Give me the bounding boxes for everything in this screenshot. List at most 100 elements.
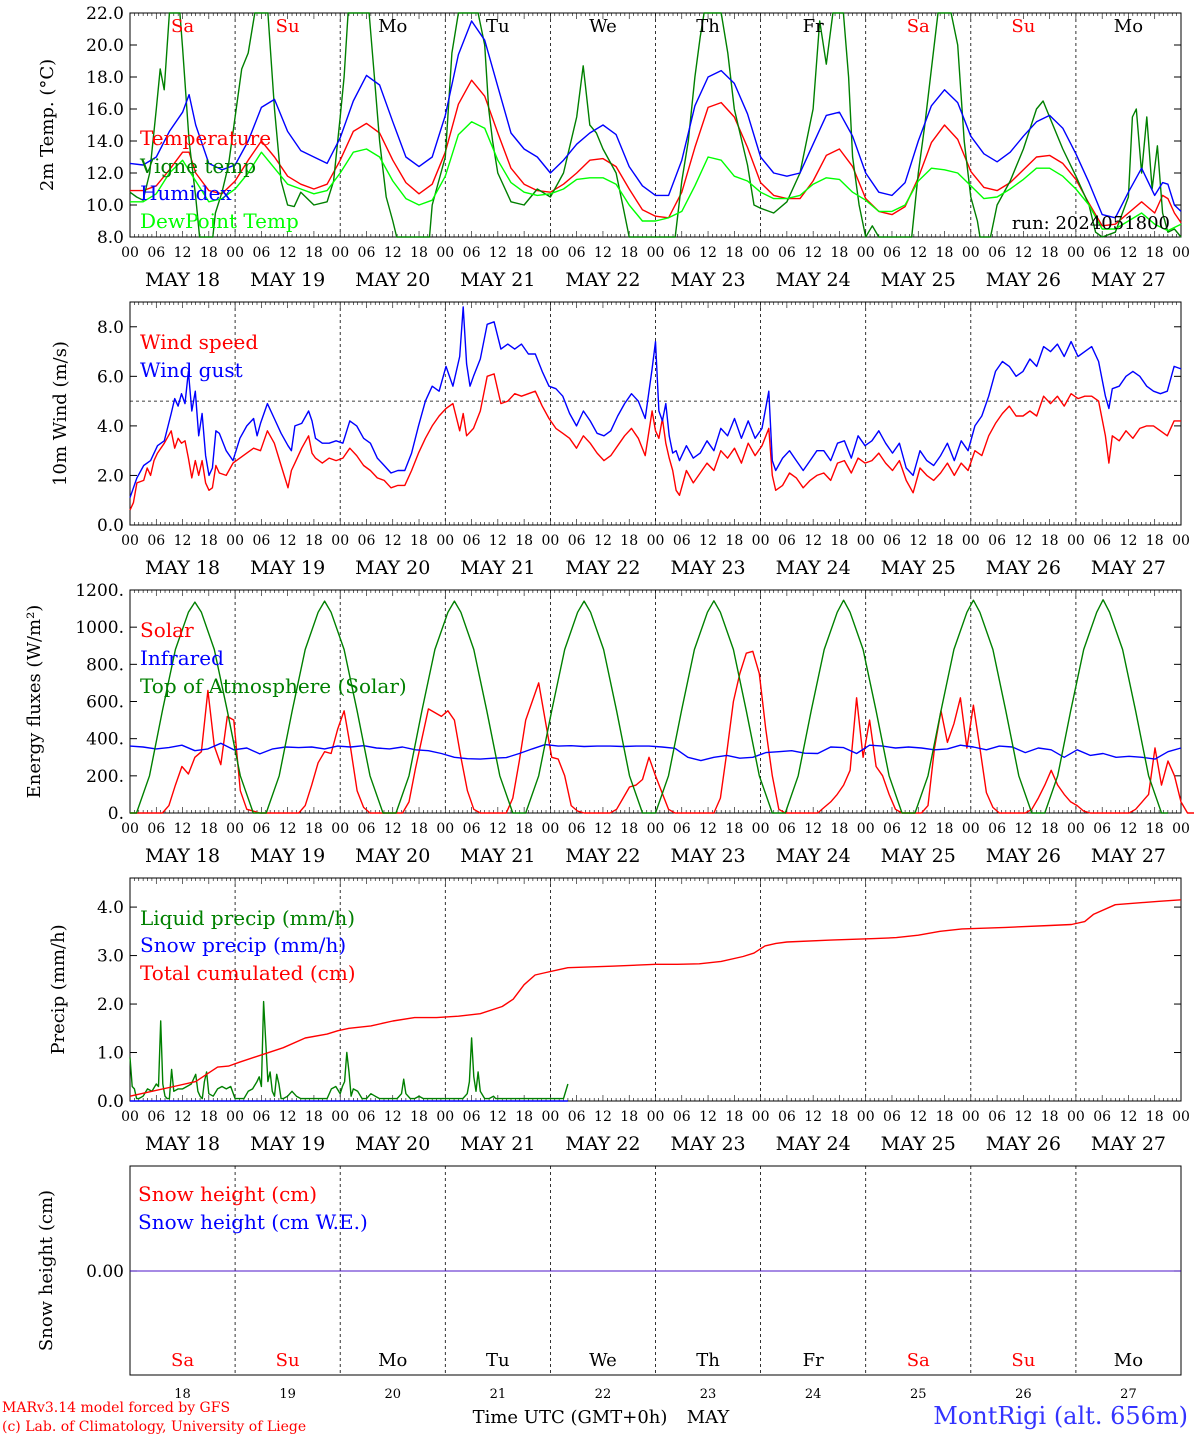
- x-hour-label: 12: [174, 533, 192, 549]
- x-hour-label: 18: [410, 821, 428, 837]
- x-day-number: 19: [279, 1387, 296, 1402]
- panel-1: 8.0 10.0 12.0 14.0 16.0 18.0 20.0 22.0 2m Temp. …: [37, 4, 1190, 291]
- x-hour-label: 18: [936, 821, 954, 837]
- y-tick-label: 200.: [86, 767, 124, 787]
- x-hour-label: 18: [1146, 533, 1164, 549]
- x-hour-label: 18: [725, 1109, 743, 1125]
- y-tick-label: 10.0: [86, 196, 124, 216]
- x-hour-label: 12: [174, 245, 192, 261]
- x-hour-label: 06: [568, 1109, 586, 1125]
- x-hour-label: 00: [1067, 1109, 1085, 1125]
- x-date-label: MAY 24: [776, 269, 851, 291]
- x-hour-label: 18: [725, 533, 743, 549]
- x-date-label: MAY 24: [776, 1133, 851, 1155]
- weekday-label: Th: [696, 1350, 720, 1371]
- x-hour-label: 06: [568, 821, 586, 837]
- x-hour-label: 00: [752, 533, 770, 549]
- x-date-label: MAY 20: [355, 1133, 430, 1155]
- x-hour-label: 18: [831, 245, 849, 261]
- series-line: [129, 306, 1182, 498]
- y-axis-label: Energy fluxes (W/m²): [24, 605, 45, 799]
- x-hour-label: 12: [489, 533, 507, 549]
- x-hour-label: 12: [489, 1109, 507, 1125]
- x-hour-label: 06: [252, 533, 270, 549]
- y-tick-label: 8.0: [97, 228, 124, 248]
- x-hour-label: 18: [1041, 1109, 1059, 1125]
- x-hour-label: 06: [1093, 245, 1111, 261]
- x-hour-label: 06: [463, 245, 481, 261]
- x-hour-label: 18: [1041, 533, 1059, 549]
- x-hour-label: 00: [331, 821, 349, 837]
- x-hour-label: 12: [1014, 1109, 1032, 1125]
- x-day-number: 23: [700, 1387, 717, 1402]
- weekday-label: Sa: [907, 16, 930, 37]
- x-hour-label: 18: [515, 533, 533, 549]
- y-tick-label: 0.0: [97, 1092, 124, 1112]
- panel-3: 0. 200. 400. 600. 800. 1000. 1200. Energy fluxe…: [24, 581, 1194, 867]
- x-hour-label: 18: [1041, 245, 1059, 261]
- x-hour-label: 00: [121, 245, 139, 261]
- x-date-label: MAY 21: [460, 269, 535, 291]
- x-hour-label: 12: [489, 245, 507, 261]
- x-axis-month: MAY: [687, 1407, 731, 1428]
- x-hour-label: 12: [1120, 1109, 1138, 1125]
- x-hour-label: 18: [620, 1109, 638, 1125]
- x-hour-label: 00: [857, 533, 875, 549]
- x-hour-label: 06: [252, 245, 270, 261]
- x-hour-label: 18: [831, 1109, 849, 1125]
- x-hour-label: 18: [200, 1109, 218, 1125]
- x-hour-label: 18: [305, 533, 323, 549]
- x-hour-label: 00: [1172, 245, 1190, 261]
- x-hour-label: 18: [1146, 821, 1164, 837]
- x-hour-label: 12: [1014, 821, 1032, 837]
- x-hour-label: 00: [962, 821, 980, 837]
- x-day-number: 22: [595, 1387, 612, 1402]
- x-date-label: MAY 25: [881, 845, 956, 867]
- x-date-label: MAY 23: [670, 845, 745, 867]
- panel-5: 0.00 Snow height (cm) Snow height (cm) Snow…: [36, 1165, 1182, 1428]
- x-hour-label: 00: [1067, 245, 1085, 261]
- y-tick-label: 800.: [86, 655, 124, 675]
- x-hour-label: 00: [226, 1109, 244, 1125]
- weekday-label: We: [589, 16, 617, 37]
- x-date-label: MAY 21: [460, 557, 535, 579]
- y-tick-label: 8.0: [97, 318, 124, 338]
- legend-entry: Top of Atmosphere (Solar): [140, 674, 407, 698]
- x-hour-label: 06: [778, 1109, 796, 1125]
- x-hour-label: 12: [384, 533, 402, 549]
- x-hour-label: 00: [962, 245, 980, 261]
- x-hour-label: 06: [1093, 533, 1111, 549]
- y-tick-label: 12.0: [86, 164, 124, 184]
- x-hour-label: 18: [410, 533, 428, 549]
- x-date-label: MAY 26: [986, 1133, 1061, 1155]
- x-hour-label: 06: [147, 1109, 165, 1125]
- weekday-label: Fr: [803, 1350, 824, 1371]
- x-hour-label: 12: [384, 1109, 402, 1125]
- x-date-label: MAY 26: [986, 845, 1061, 867]
- legend-entry: Vigne temp: [139, 154, 256, 178]
- x-hour-label: 06: [463, 533, 481, 549]
- x-hour-label: 06: [147, 533, 165, 549]
- x-hour-label: 18: [410, 245, 428, 261]
- x-hour-label: 00: [226, 245, 244, 261]
- y-tick-label: 400.: [86, 730, 124, 750]
- x-hour-label: 06: [673, 1109, 691, 1125]
- panel-2: 0.0 2.0 4.0 6.0 8.0 10m Wind (m/s) Wind speed W…: [50, 301, 1190, 579]
- legend-entry: DewPoint Temp: [140, 209, 299, 233]
- x-hour-label: 06: [778, 533, 796, 549]
- x-day-number: 21: [490, 1387, 507, 1402]
- x-hour-label: 00: [331, 533, 349, 549]
- x-hour-label: 06: [988, 1109, 1006, 1125]
- x-hour-label: 00: [857, 245, 875, 261]
- x-date-label: MAY 23: [670, 557, 745, 579]
- x-hour-label: 12: [804, 533, 822, 549]
- legend-entry: Liquid precip (mm/h): [140, 906, 355, 930]
- x-hour-label: 18: [725, 245, 743, 261]
- x-hour-label: 00: [541, 821, 559, 837]
- panel-4: 0.0 1.0 2.0 3.0 4.0 Precip (mm/h) Liquid preci…: [48, 877, 1190, 1155]
- x-date-label: MAY 22: [565, 557, 640, 579]
- x-hour-label: 00: [541, 533, 559, 549]
- x-hour-label: 00: [331, 1109, 349, 1125]
- x-hour-label: 12: [1014, 245, 1032, 261]
